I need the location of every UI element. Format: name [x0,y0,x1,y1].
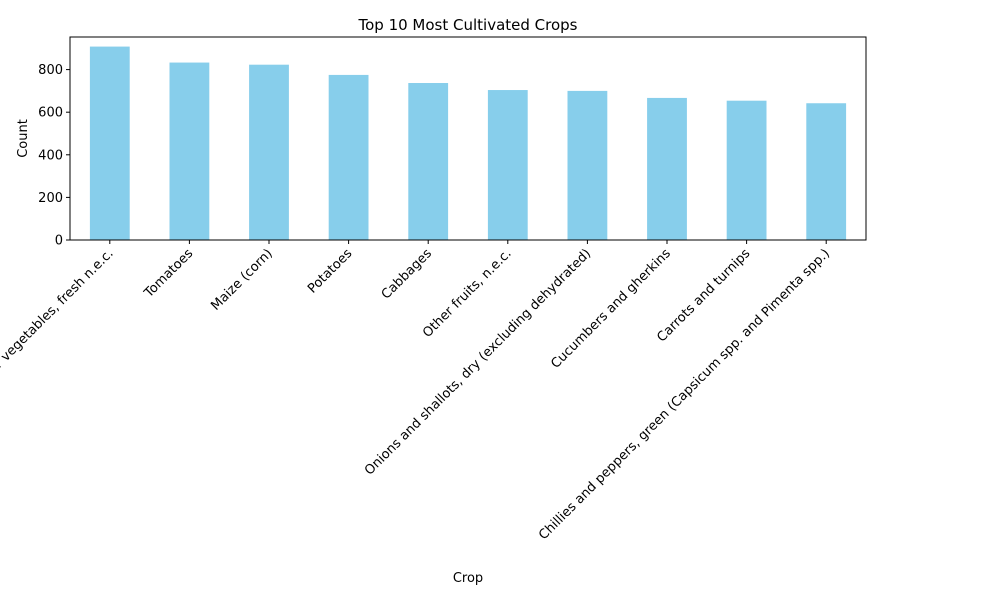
x-tick-label: Other fruits, n.e.c. [420,246,515,341]
y-tick-label: 400 [38,148,63,163]
y-tick-label: 600 [38,106,63,121]
x-axis-label: Crop [453,571,483,586]
bar [726,100,767,240]
x-tick-label: Maize (corn) [208,246,275,313]
x-tick-label: Cabbages [379,246,435,302]
y-tick-label: 200 [38,191,63,206]
bar [249,64,289,240]
bar [806,103,847,241]
bar [567,90,608,240]
bar [169,62,210,240]
x-tick-label: Potatoes [305,246,356,297]
bar [328,74,369,241]
x-tick-label: Other vegetables, fresh n.e.c. [0,246,117,393]
bar [89,46,130,241]
y-axis-label: Count [16,119,31,158]
bars-layer [89,46,847,241]
y-tick-label: 800 [38,63,63,78]
x-tick-label: Chillies and peppers, green (Capsicum sp… [536,246,833,543]
plot-frame [69,36,867,241]
x-tick-label: Tomatoes [141,246,196,301]
y-axis: 0 200 400 600 800 [38,63,70,249]
bar [408,83,449,240]
chart-title: Top 10 Most Cultivated Crops [357,16,577,34]
bar [487,90,528,240]
x-axis: Other vegetables, fresh n.e.c. Tomatoes Ma… [0,240,833,543]
y-tick-label: 0 [55,234,63,249]
bar [647,97,687,241]
